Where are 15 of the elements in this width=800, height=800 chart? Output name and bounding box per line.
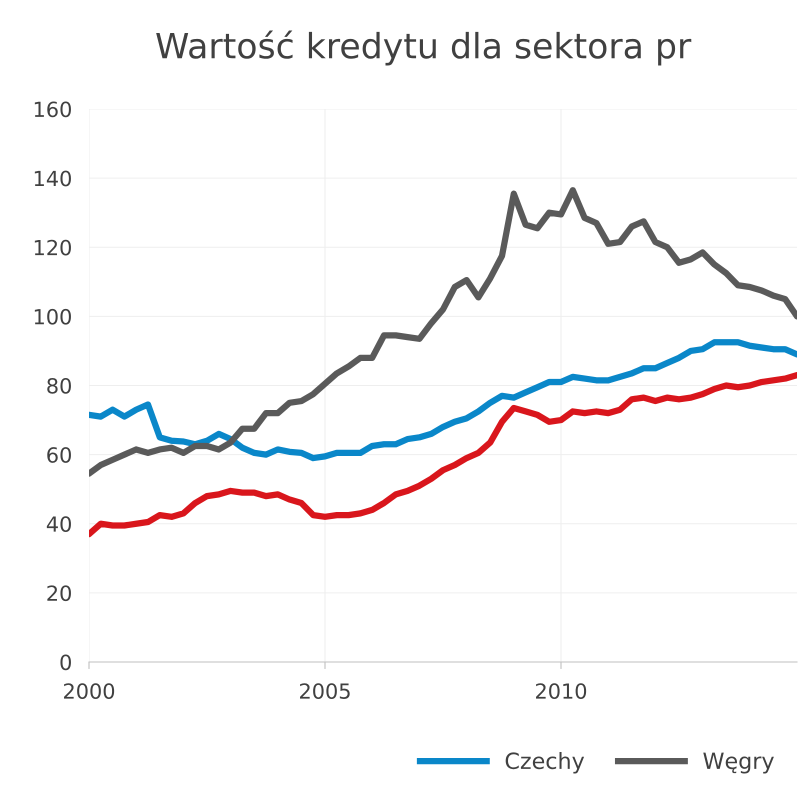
y-tick-label: 0 <box>60 654 71 670</box>
y-tick-label: 20 <box>47 585 71 602</box>
x-tick-label: 2000 <box>64 683 114 699</box>
x-tick-label: 2010 <box>536 683 586 699</box>
x-tick-label: 2005 <box>300 683 350 699</box>
y-tick-label: 80 <box>47 378 71 394</box>
y-tick-label: 40 <box>46 516 71 532</box>
y-tick-label: 60 <box>47 447 71 463</box>
legend-label: Czechy <box>506 752 584 774</box>
y-tick-label: 160 <box>34 101 71 118</box>
y-tick-label: 120 <box>34 240 71 256</box>
chart-title: Wartość kredytu dla sektora pr <box>156 30 692 66</box>
y-tick-label: 100 <box>34 308 71 325</box>
legend-label: Węgry <box>703 752 774 774</box>
y-tick-label: 140 <box>34 170 71 186</box>
